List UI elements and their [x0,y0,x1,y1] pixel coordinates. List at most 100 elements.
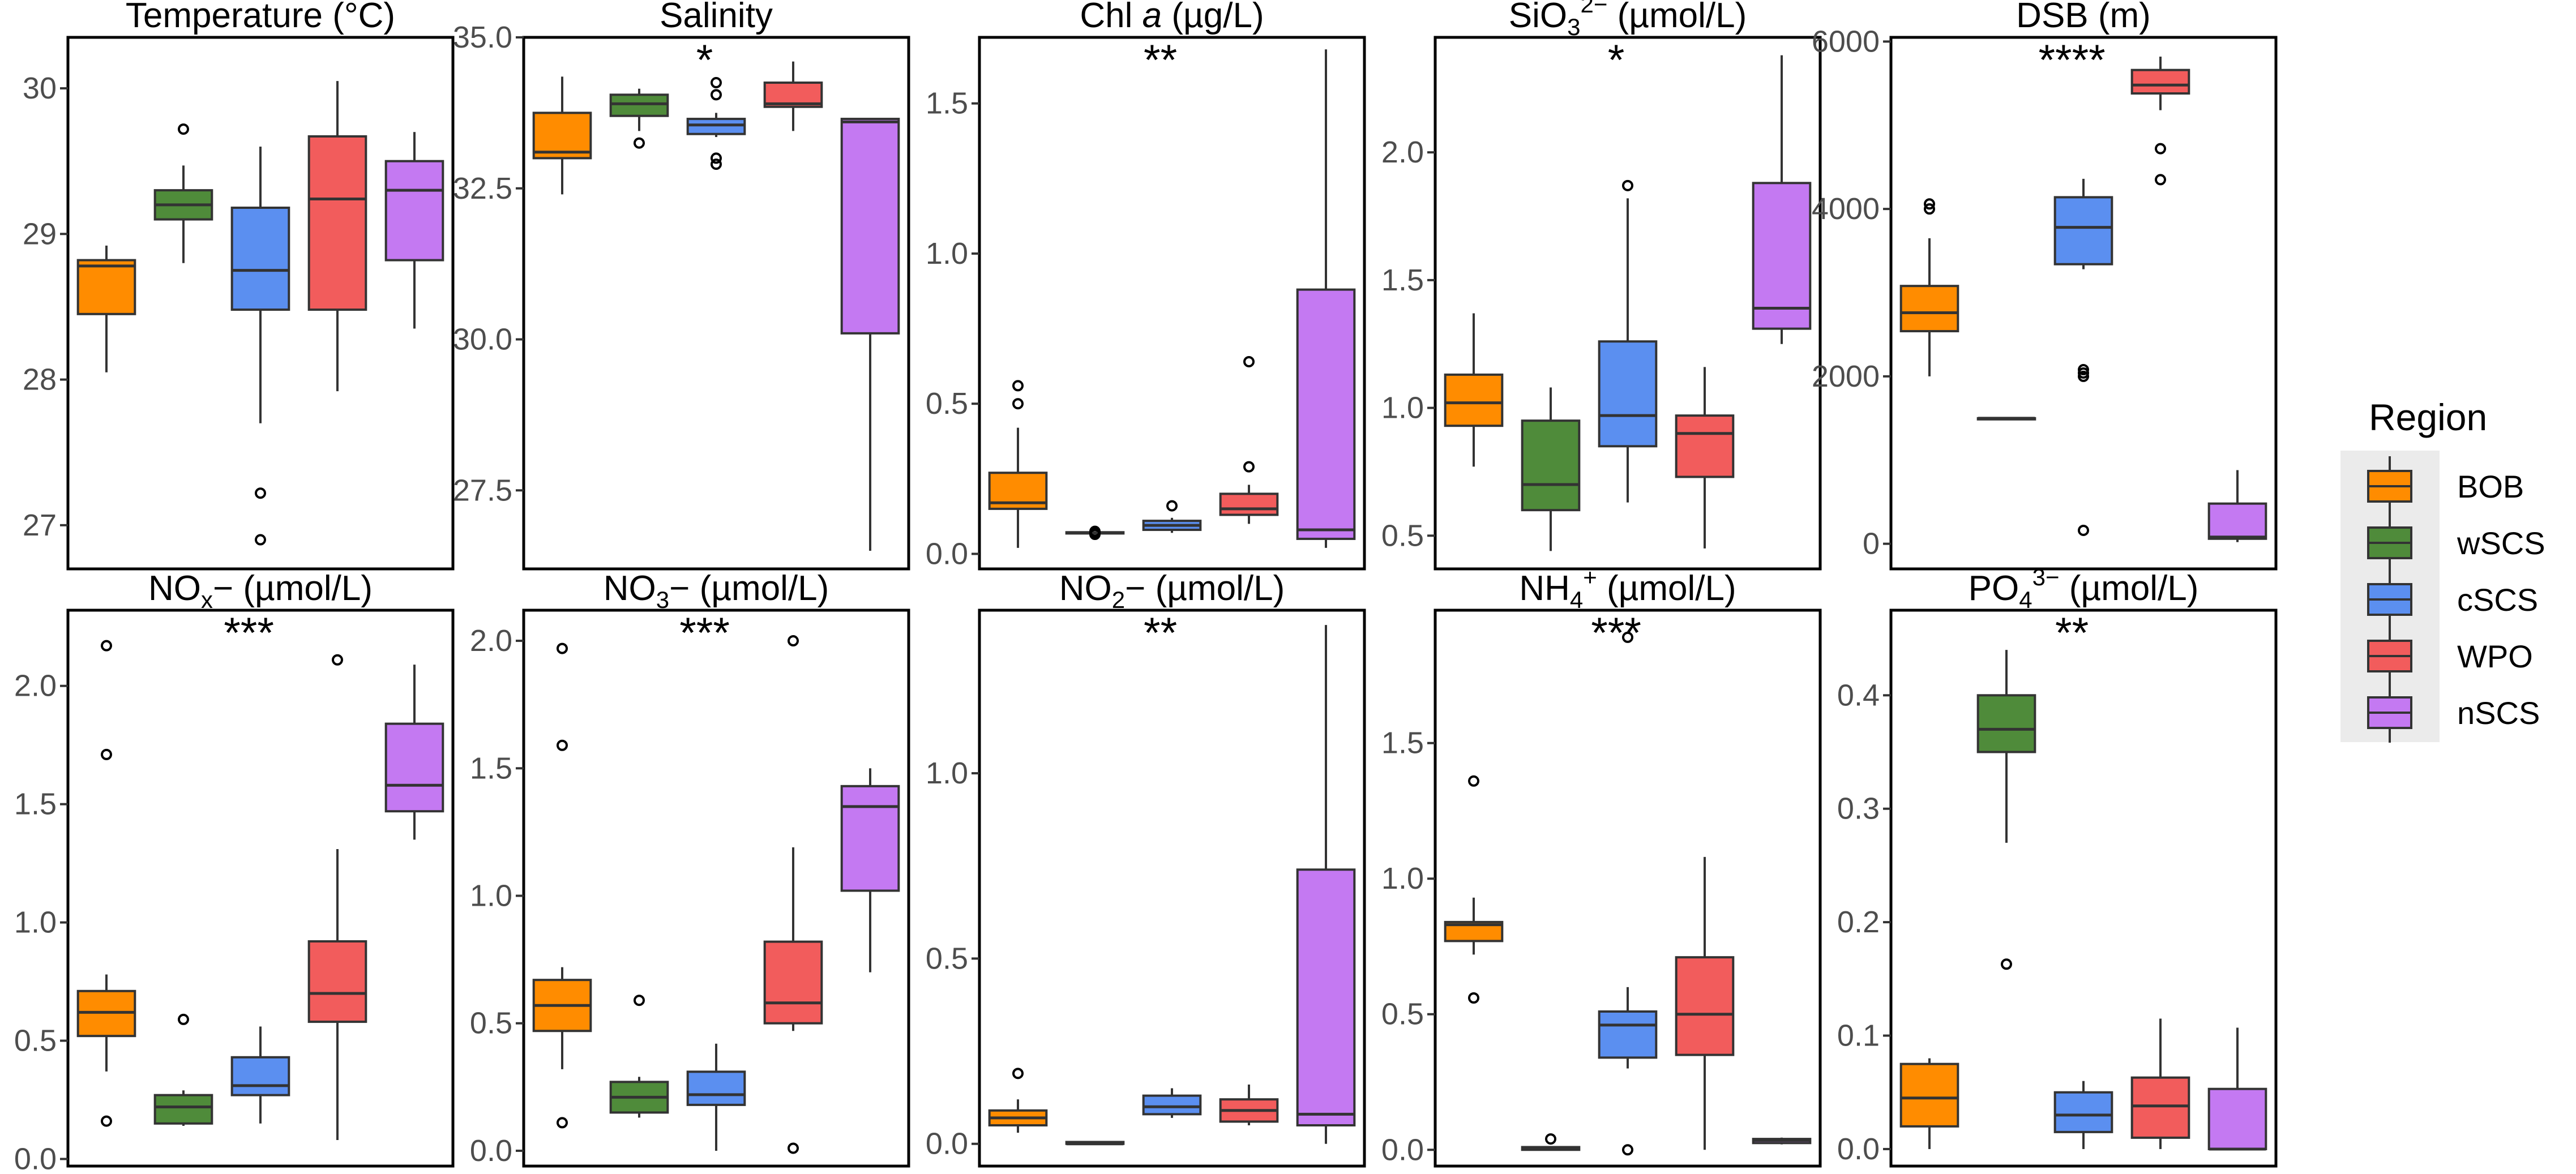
box-cscs [230,1026,290,1124]
outlier-point [2078,524,2089,536]
outlier-point [557,1117,568,1129]
y-tick-label: 0.5 [926,941,968,975]
box-wscs [1521,1133,1581,1151]
box-cscs [686,1043,746,1151]
title-part: 3− [2032,564,2060,590]
significance-label: *** [679,609,730,657]
box-wpo [763,635,823,1154]
panel-frame [522,36,910,571]
y-tick-label: 2.0 [470,624,512,658]
title-part: PO [1969,569,2019,608]
y-tick-label: 1.0 [926,756,968,790]
box-wscs [609,995,669,1118]
title-part: (µmol/L) [690,569,829,608]
y-tick-label: 0.3 [1837,792,1880,826]
panel-8: NO2− (µmol/L) 0.0 0.5 1.0 ** [926,569,1366,1168]
title-part: − [213,569,233,608]
title-part: (µg/L) [1162,0,1264,35]
box-bob [76,245,136,372]
outlier-point [788,1142,799,1154]
y-tick-label: 1.5 [1381,263,1424,297]
box-cscs [1598,179,1658,503]
significance-label: ** [1144,609,1177,657]
y-tick-label: 30 [23,71,57,105]
box-iqr [1444,373,1504,427]
box-iqr [763,940,823,1025]
box-iqr [1899,1062,1959,1128]
y-tick-label: 0.5 [14,1024,57,1058]
outlier-point [178,123,189,135]
box-nscs [840,768,900,972]
title-part: (µmol/L) [1607,0,1747,35]
legend-item-nscs: nSCS [2367,683,2540,743]
panels-group: Temperature (°C)27282930Salinity27.530.0… [14,0,2278,1174]
panel-title: Salinity [660,0,773,35]
outlier-point [1622,631,1633,643]
box-cscs [2053,1081,2113,1149]
y-tick-label: 27.5 [453,473,512,507]
box-iqr [76,259,136,315]
box-iqr [1675,414,1735,478]
outlier-point [1924,198,1935,210]
title-part: (µmol/L) [2059,569,2198,608]
panel-frame [978,36,1366,571]
title-part: 3 [1567,14,1580,40]
outlier-point [711,152,722,164]
panel-3: Chl a (µg/L) 0.0 0.5 1.0 1.5 ** [926,0,1366,571]
legend-item-bob: BOB [2367,456,2524,516]
y-tick-label: 0.5 [926,387,968,421]
y-tick-label: 6000 [1812,24,1880,58]
panel-frame [1889,609,2278,1168]
significance-label: ** [1144,36,1177,84]
y-tick-label: 1.0 [1381,862,1424,896]
outlier-point [634,137,645,149]
y-tick-label: 0.0 [14,1142,57,1174]
title-part: SiO [1509,0,1567,35]
box-iqr [384,160,444,262]
box-nscs [384,665,444,840]
outlier-point [711,158,722,170]
legend-label-wscs: wSCS [2457,525,2545,561]
title-part: NO [148,569,201,608]
legend-label-nscs: nSCS [2457,695,2540,731]
panel-frame [1434,609,1822,1168]
panel-title: PO43− (µmol/L) [1969,564,2199,613]
y-tick-label: 35.0 [453,20,512,54]
panel-5: DSB (m) 0 2000 4000 6000 **** [1812,0,2278,571]
title-part: (µmol/L) [233,569,373,608]
box-iqr [2130,68,2190,95]
box-cscs [1142,500,1202,533]
panel-title: NH4+ (µmol/L) [1519,564,1736,613]
legend-label-wpo: WPO [2457,639,2533,674]
legend-label-bob: BOB [2457,469,2524,504]
outlier-point [1622,1144,1633,1156]
box-iqr [2053,1091,2113,1133]
panel-frame [1434,36,1822,571]
panel-1: Temperature (°C) 27 28 29 30 [23,0,455,571]
title-part: NO [1059,569,1112,608]
box-nscs [2207,470,2267,542]
box-wpo [1675,367,1735,549]
y-tick-label: 28 [23,363,57,397]
y-tick-label: 0.5 [1381,997,1424,1031]
title-part: NO [604,569,656,608]
box-nscs [384,132,444,329]
y-tick-label: 0.5 [1381,519,1424,552]
box-iqr [840,118,900,335]
y-tick-label: 30.0 [453,323,512,357]
panel-title: NO2− (µmol/L) [1059,569,1285,613]
y-tick-label: 0.4 [1837,678,1880,712]
box-wpo [307,654,367,1141]
box-iqr [153,1094,213,1125]
box-wscs [1976,417,2036,421]
box-wpo [1675,856,1735,1150]
outlier-point [2078,370,2089,382]
y-tick-label: 1.5 [926,87,968,121]
title-part: − [669,569,690,608]
box-iqr [609,93,669,117]
box-wscs [609,88,669,149]
panel-6: NOx− (µmol/L) 0.0 0.5 1.0 1.5 2.0 *** [14,569,455,1174]
title-part: Chl [1080,0,1142,35]
significance-label: * [1608,36,1625,84]
